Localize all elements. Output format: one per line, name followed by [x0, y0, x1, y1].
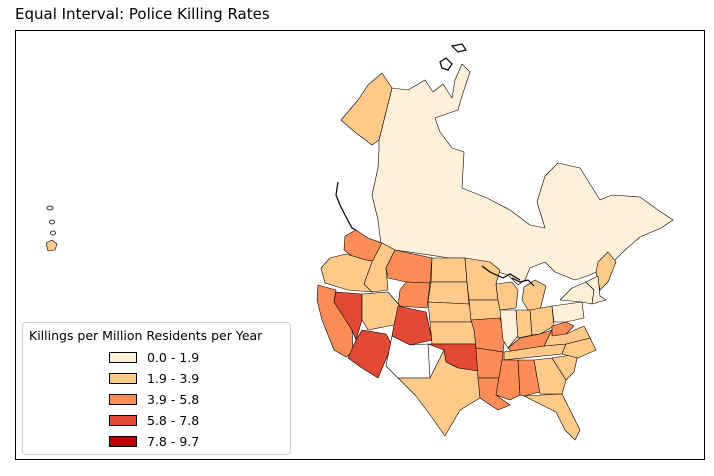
island-hawaii-3 [50, 230, 56, 236]
legend-label: 3.9 - 5.8 [147, 392, 200, 407]
coastline-hudson-bay [481, 265, 521, 281]
coastline-alaska-panhandle [335, 181, 357, 231]
region-arkansas [475, 347, 504, 379]
legend-label: 1.9 - 3.9 [147, 371, 200, 386]
region-illinois [499, 309, 519, 349]
region-kansas [429, 321, 477, 345]
legend-swatch [109, 415, 137, 426]
region-alabama [517, 359, 541, 397]
region-missouri [470, 317, 506, 353]
region-west-virginia [551, 321, 575, 337]
legend-swatch [109, 373, 137, 384]
island-hawaii-2 [49, 219, 55, 225]
region-hawaii [45, 239, 58, 252]
region-iowa [468, 299, 503, 321]
region-arizona [347, 329, 393, 379]
region-michigan [521, 279, 547, 311]
legend-swatch [109, 352, 137, 363]
region-nebraska [427, 301, 474, 323]
legend-swatch [109, 436, 137, 447]
region-ohio [529, 305, 555, 336]
map-legend: Killings per Million Residents per Year … [22, 322, 291, 455]
legend-label: 0.0 - 1.9 [147, 350, 200, 365]
region-montana [385, 249, 433, 284]
region-florida [523, 393, 581, 441]
legend-label: 7.8 - 9.7 [147, 434, 200, 449]
region-maine [595, 251, 617, 291]
region-mississippi [495, 359, 521, 401]
region-vermont-nh [585, 275, 607, 305]
region-wisconsin [495, 281, 519, 311]
coastline-great-lakes [511, 277, 535, 287]
region-canada [371, 63, 674, 286]
map-frame [15, 30, 705, 460]
region-south-dakota [427, 281, 470, 305]
legend-title: Killings per Million Residents per Year [29, 328, 263, 343]
region-pennsylvania [551, 301, 585, 323]
legend-swatch [109, 394, 137, 405]
coastline-arctic-islands [439, 43, 467, 71]
legend-label: 5.8 - 7.8 [147, 413, 200, 428]
region-georgia [533, 357, 567, 395]
region-indiana [515, 309, 533, 339]
island-hawaii-1 [46, 205, 54, 211]
map-title: Equal Interval: Police Killing Rates [15, 5, 270, 23]
region-wyoming [397, 281, 431, 309]
region-alaska-mainland [340, 72, 393, 146]
region-north-dakota [430, 257, 468, 283]
